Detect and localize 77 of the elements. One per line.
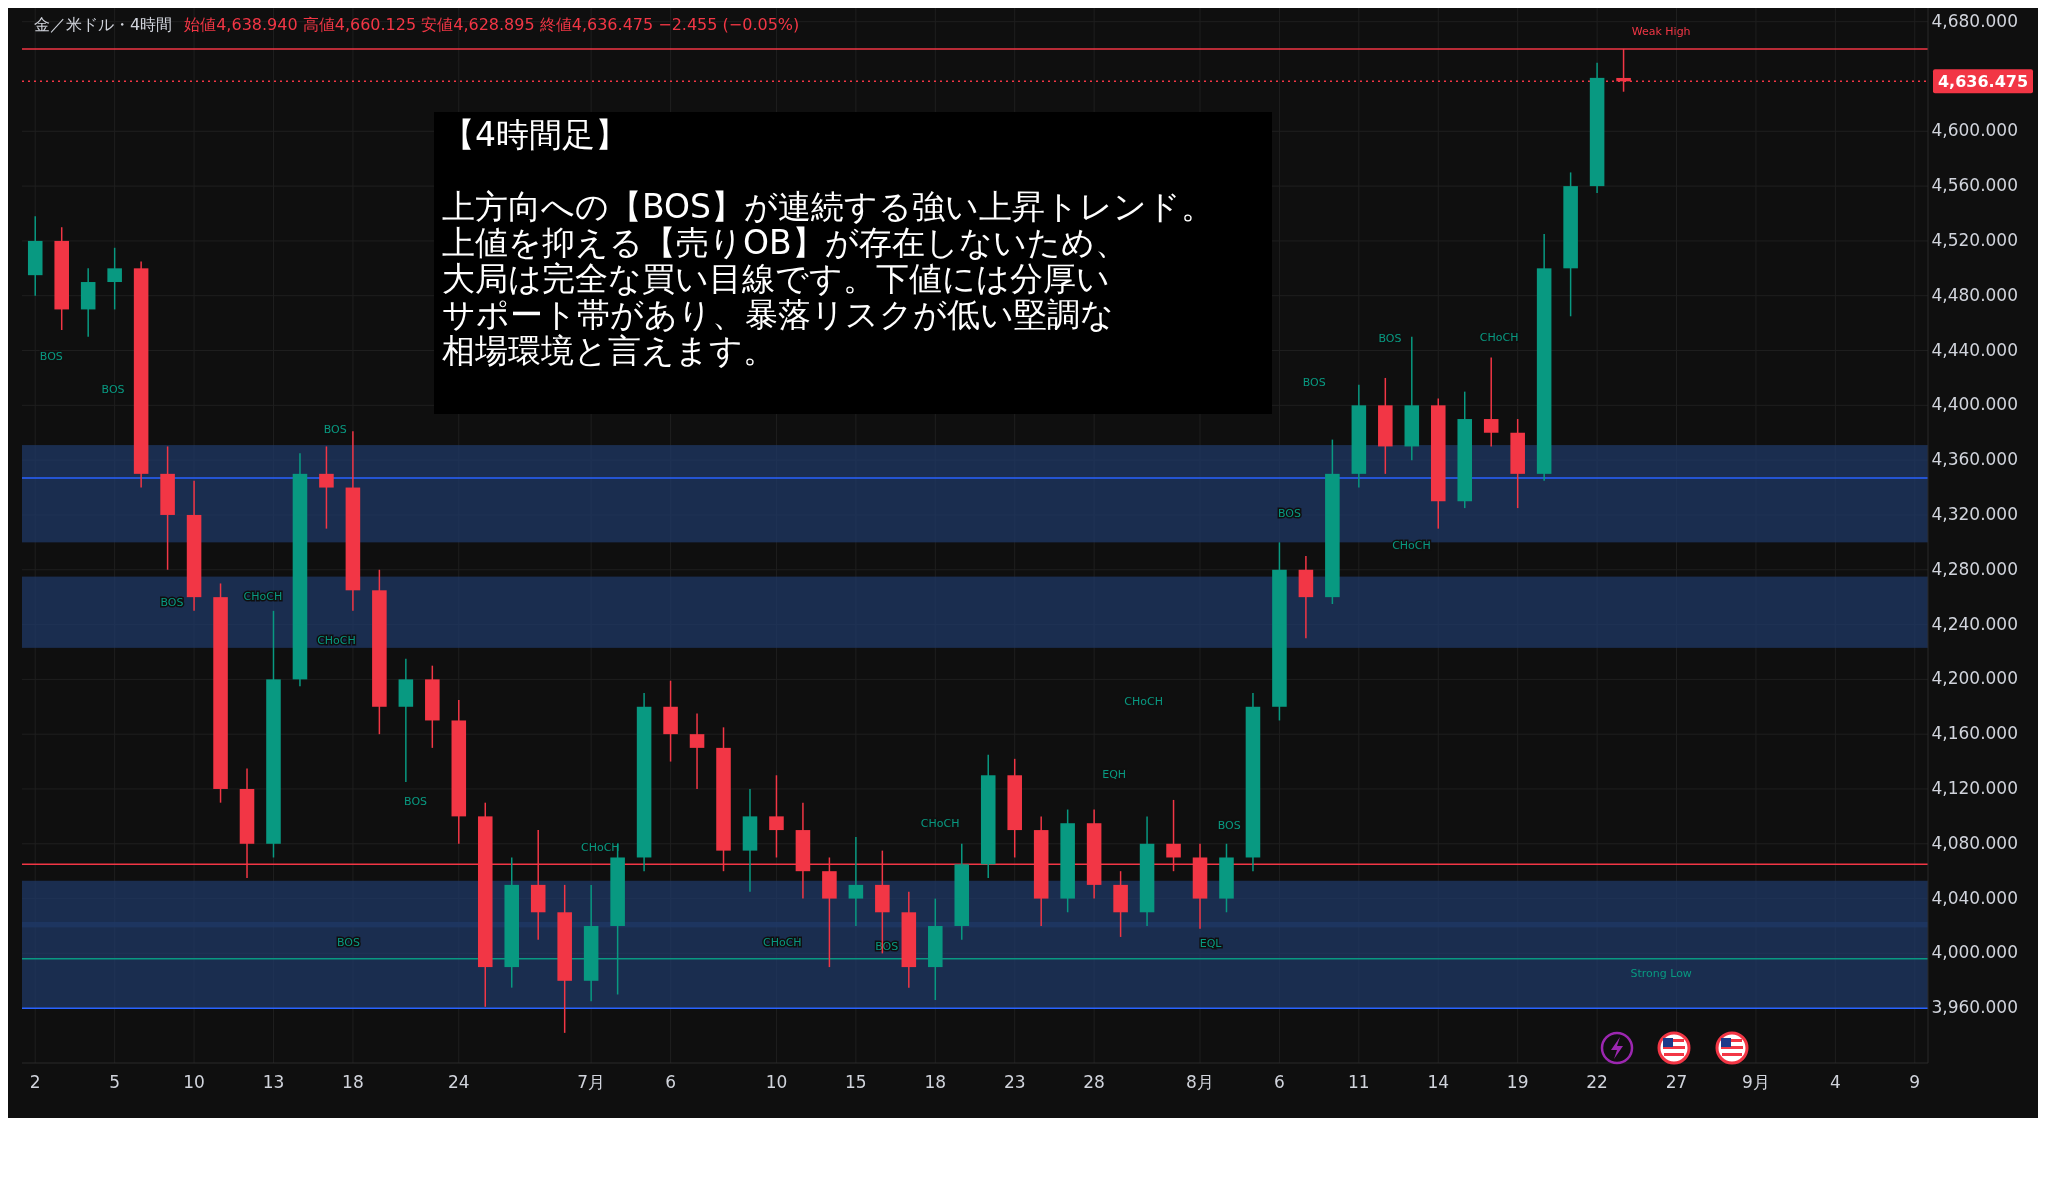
y-tick-label: 4,240.000	[1931, 613, 2018, 634]
x-tick-label: 22	[1586, 1072, 1608, 1092]
y-tick-label: 4,320.000	[1931, 503, 2018, 524]
x-tick-label: 4	[1829, 1072, 1841, 1092]
candlestick	[689, 712, 705, 790]
annotation: EQL	[1199, 936, 1223, 950]
annotation: BOS	[323, 423, 347, 436]
x-tick-label: 8月	[1186, 1072, 1214, 1092]
y-tick-label: 4,360.000	[1931, 449, 2018, 470]
annotation: CHoCH	[1392, 539, 1431, 553]
x-tick-label: 28	[1083, 1072, 1105, 1092]
y-tick-label: 4,040.000	[1931, 887, 2018, 908]
annotation: サポート帯があり、暴落リスクが低い堅調な	[442, 295, 1114, 334]
x-tick-label: 7月	[577, 1072, 606, 1092]
annotation: BOS	[1378, 332, 1402, 346]
candlestick	[769, 774, 784, 859]
y-tick-label: 4,280.000	[1931, 558, 2018, 579]
ref-line-label: Weak High	[1631, 25, 1691, 39]
y-tick-label: 4,080.000	[1931, 832, 2018, 853]
annotation: BOS	[1302, 375, 1326, 389]
x-tick-label: 19	[1506, 1072, 1529, 1092]
y-tick-label: 4,120.000	[1931, 777, 2018, 798]
annotation: 【4時間足】	[442, 115, 628, 154]
ref-line-label: 4,636.475	[1937, 72, 2029, 92]
annotation: BOS	[39, 350, 63, 364]
x-tick-label: 15	[845, 1072, 867, 1092]
x-tick-label: 10	[765, 1072, 788, 1092]
annotation: EQH	[1102, 767, 1127, 781]
y-tick-label: 4,400.000	[1931, 394, 2018, 415]
annotation: 上値を抑える【売りOB】が存在しないため、	[442, 223, 1128, 262]
annotation: CHoCH	[243, 589, 283, 603]
x-tick-label: 18	[924, 1072, 947, 1092]
x-tick-label: 24	[447, 1072, 470, 1092]
y-tick-label: 4,440.000	[1931, 339, 2018, 360]
y-tick-label: 4,200.000	[1931, 668, 2018, 689]
annotation: BOS	[101, 382, 125, 396]
ref-line-label: Strong Low	[1630, 966, 1692, 980]
y-tick-label: 4,520.000	[1931, 229, 2018, 250]
x-tick-label: 14	[1427, 1072, 1450, 1092]
y-tick-label: 4,560.000	[1931, 175, 2018, 196]
candlestick	[1483, 356, 1499, 448]
x-tick-label: 6	[665, 1072, 676, 1092]
x-tick-label: 13	[262, 1072, 285, 1092]
candlestick	[107, 247, 122, 311]
annotation: CHoCH	[762, 935, 802, 949]
annotation: CHoCH	[920, 816, 960, 830]
annotation: 上方向への【BOS】が連続する強い上昇トレンド。	[442, 187, 1214, 226]
x-tick-label: 11	[1348, 1072, 1370, 1092]
annotation: 相場環境と言えます。	[442, 331, 776, 370]
x-tick-label: 2	[29, 1072, 41, 1092]
y-tick-label: 4,600.000	[1931, 120, 2018, 141]
candlestick	[848, 836, 864, 927]
text: 金／米ドル・4時間	[34, 15, 173, 34]
x-tick-label: 27	[1665, 1072, 1688, 1092]
y-tick-label: 4,480.000	[1931, 284, 2018, 305]
x-tick-label: 9月	[1742, 1072, 1770, 1092]
annotation: CHoCH	[317, 634, 356, 647]
y-tick-label: 4,680.000	[1931, 10, 2018, 31]
annotation: BOS	[1277, 507, 1301, 521]
x-tick-label: 23	[1003, 1072, 1026, 1092]
annotation: CHoCH	[1479, 331, 1519, 345]
y-tick-label: 4,160.000	[1931, 723, 2018, 744]
annotation: BOS	[160, 596, 184, 610]
text: 始値4,638.940 高値4,660.125 安値4,628.895 終値4,636.475 −2.455 (−0.05%)	[184, 15, 800, 34]
candlestick	[319, 445, 334, 530]
annotation: BOS	[1217, 818, 1241, 832]
x-tick-label: 18	[342, 1072, 364, 1092]
y-tick-label: 4,000.000	[1931, 942, 2018, 963]
annotation: 大局は完全な買い目線です。下値には分厚い	[442, 259, 1110, 298]
x-tick-label: 5	[109, 1072, 121, 1092]
annotation: BOS	[337, 935, 361, 949]
annotation: CHoCH	[1124, 695, 1163, 709]
x-tick-label: 9	[1909, 1072, 1921, 1092]
x-tick-label: 10	[183, 1072, 205, 1092]
x-tick-label: 6	[1274, 1072, 1285, 1092]
y-tick-label: 3,960.000	[1931, 997, 2018, 1018]
annotation: BOS	[404, 795, 428, 809]
